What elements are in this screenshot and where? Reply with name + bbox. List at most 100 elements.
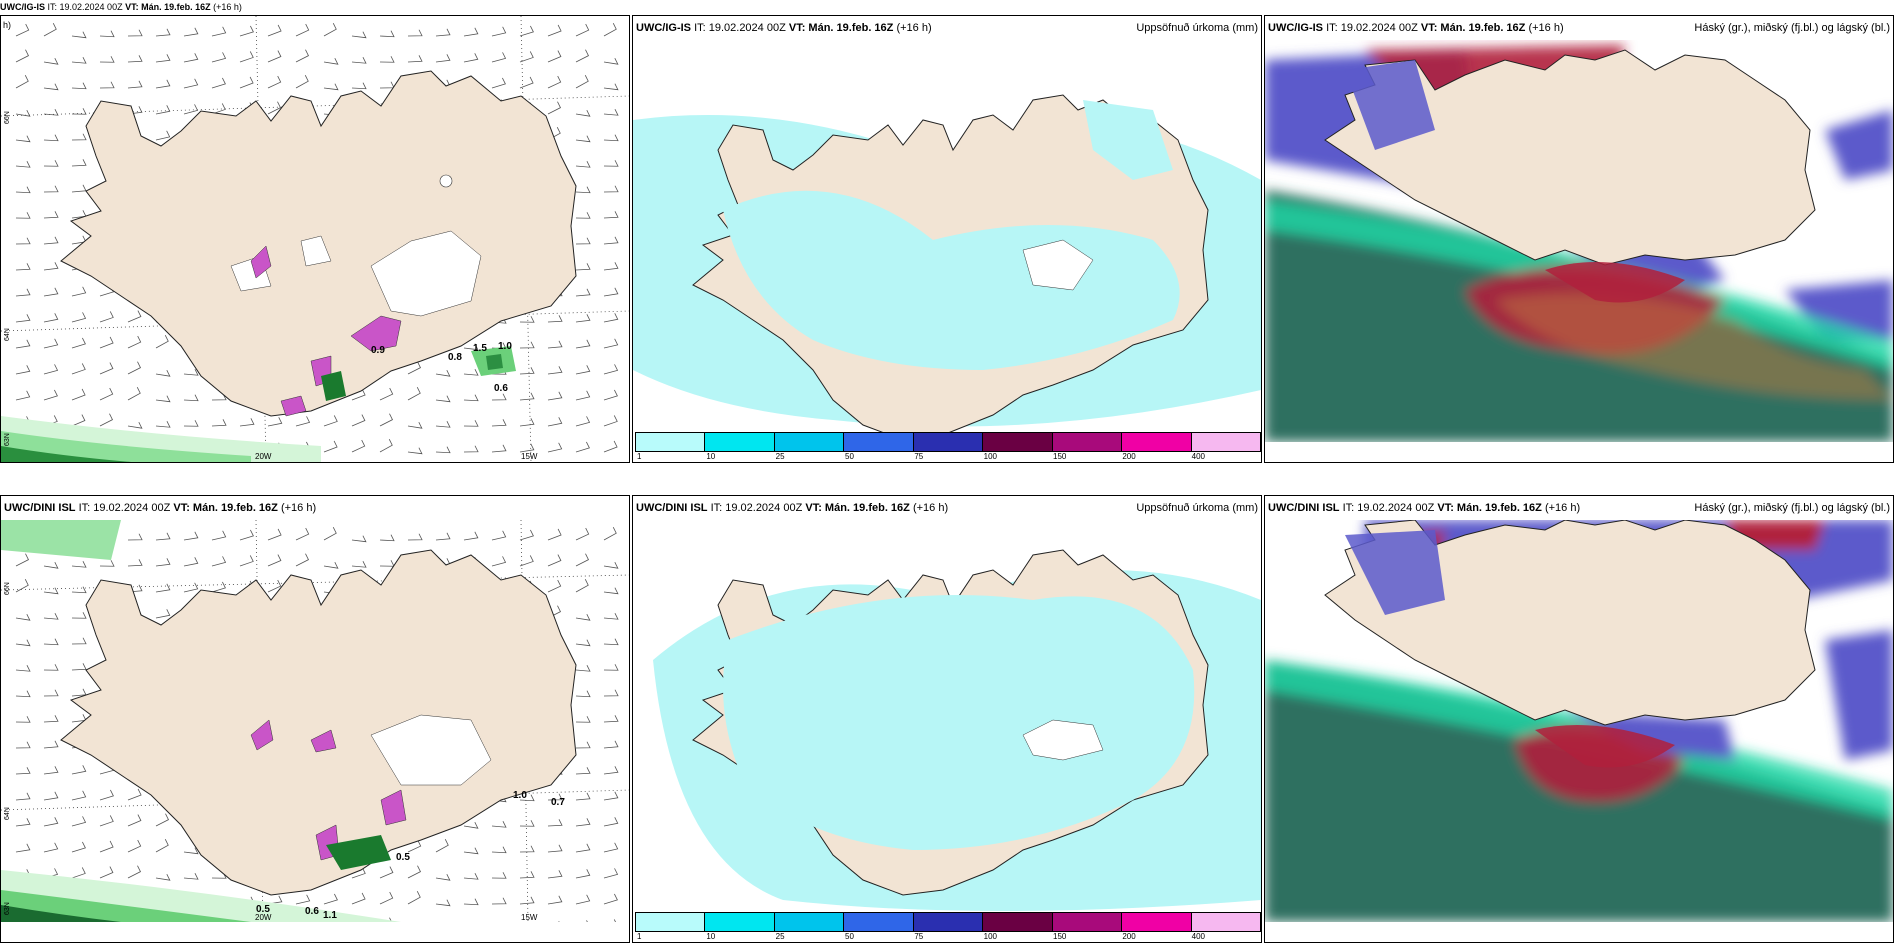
wind-barb xyxy=(491,556,507,567)
wind-barb xyxy=(379,534,395,542)
wind-barb xyxy=(239,418,255,427)
wind-barb xyxy=(575,579,589,593)
wind-barb xyxy=(239,25,254,37)
wind-barb xyxy=(351,439,366,453)
wind-barb xyxy=(519,392,535,401)
wind-barb xyxy=(463,27,479,37)
wind-barb xyxy=(127,839,142,853)
wind-barb xyxy=(71,159,87,167)
wind-barb xyxy=(127,865,142,879)
wind-barb xyxy=(491,393,507,401)
wind-barb xyxy=(519,367,535,375)
wind-barb xyxy=(15,843,31,853)
wind-barb xyxy=(519,418,535,427)
wind-barb xyxy=(43,364,59,375)
iceland-land xyxy=(60,549,577,896)
legend-labels: 1 10 25 50 75 100 150 200 400 xyxy=(635,932,1259,942)
wind-barb xyxy=(603,562,619,569)
wind-barb xyxy=(603,185,619,193)
clipped-title: h) xyxy=(1,20,14,31)
wind-barb xyxy=(43,638,59,646)
wind-barb xyxy=(71,414,86,427)
wind-barb xyxy=(547,417,563,427)
wind-barb xyxy=(155,79,171,89)
wind-barb xyxy=(547,75,562,89)
wind-barb xyxy=(155,395,171,403)
wind-barb xyxy=(603,689,619,697)
wind-barb xyxy=(43,338,59,349)
wind-barb xyxy=(15,23,30,37)
wind-barb xyxy=(15,614,31,621)
wind-barb xyxy=(603,338,619,349)
wind-barb xyxy=(71,663,87,671)
wind-barb xyxy=(379,413,394,427)
legend-swatch xyxy=(913,433,984,451)
wind-barb xyxy=(15,553,30,567)
wind-barb xyxy=(43,160,59,167)
wind-barb xyxy=(127,335,142,349)
legend-swatch xyxy=(844,913,914,931)
wind-barb xyxy=(183,394,199,402)
wind-barb xyxy=(15,579,29,593)
wind-barb xyxy=(547,24,562,37)
panel-title: UWC/DINI ISL IT: 19.02.2024 00Z VT: Mán.… xyxy=(1266,496,1893,520)
wind-barb xyxy=(15,212,31,219)
wind-barb xyxy=(239,76,254,89)
wind-barb xyxy=(267,579,282,593)
wind-barb xyxy=(379,891,394,905)
wind-barb xyxy=(15,818,31,827)
wind-barb xyxy=(575,792,591,801)
wind-barb xyxy=(71,841,86,853)
wind-barb xyxy=(15,767,31,775)
wind-barb xyxy=(351,535,367,543)
wind-barb xyxy=(43,236,59,245)
wind-barb xyxy=(323,893,338,905)
legend-swatch xyxy=(774,433,845,451)
wind-barb xyxy=(323,562,339,569)
wind-barb xyxy=(603,287,619,297)
wind-barb xyxy=(323,415,338,427)
legend-swatch xyxy=(1122,433,1192,451)
panel-accum-precip-dini: UWC/DINI ISL IT: 19.02.2024 00Z VT: Mán.… xyxy=(632,495,1262,943)
wind-barb xyxy=(575,869,591,879)
wind-barb xyxy=(575,741,591,749)
wind-barb xyxy=(519,25,534,37)
wind-barb xyxy=(547,366,563,375)
wind-barb xyxy=(603,58,619,65)
wind-barb xyxy=(323,58,339,65)
legend-label: 200 xyxy=(1122,932,1136,941)
wind-barb xyxy=(575,110,591,117)
wind-barb xyxy=(351,31,367,39)
wind-barb xyxy=(43,134,59,142)
wind-barb xyxy=(43,58,59,65)
wind-barb xyxy=(267,101,282,115)
wind-barb xyxy=(71,133,87,141)
wind-barb xyxy=(603,527,617,541)
panel-clouds-dini: UWC/DINI ISL IT: 19.02.2024 00Z VT: Mán.… xyxy=(1264,495,1894,943)
wind-barb xyxy=(99,560,115,567)
wind-barb xyxy=(43,389,58,401)
wind-barb xyxy=(15,314,31,323)
wind-barb xyxy=(575,263,591,271)
wind-barb xyxy=(435,370,451,377)
wind-barb xyxy=(519,51,534,63)
wind-barb xyxy=(323,83,339,91)
wind-barb xyxy=(547,391,563,401)
legend-swatch xyxy=(636,433,706,451)
wind-barb xyxy=(155,839,169,853)
wind-barb xyxy=(575,288,591,297)
wind-barb xyxy=(575,237,591,245)
wind-barb xyxy=(155,813,170,827)
legend-label: 150 xyxy=(1053,932,1067,941)
wind-barb xyxy=(491,821,507,828)
wind-barb xyxy=(351,57,367,64)
wind-barb xyxy=(183,420,199,427)
lat-label: 63N xyxy=(4,433,11,446)
lat-label: 66N xyxy=(4,582,11,595)
wind-barb xyxy=(155,335,169,349)
wind-barb xyxy=(603,134,619,142)
value-label: 0.5 xyxy=(396,852,410,863)
wind-barb xyxy=(575,818,591,827)
wind-barb xyxy=(99,336,114,349)
wind-barb xyxy=(43,817,59,827)
